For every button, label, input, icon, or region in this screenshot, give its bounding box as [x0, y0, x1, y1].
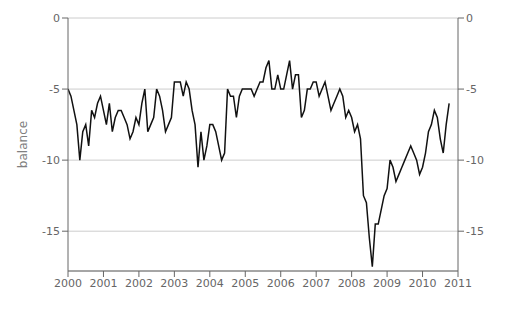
svg-text:2007: 2007	[302, 277, 330, 290]
svg-text:-10: -10	[42, 154, 60, 167]
svg-text:-15: -15	[466, 225, 484, 238]
svg-text:2009: 2009	[373, 277, 401, 290]
svg-text:0: 0	[53, 12, 60, 25]
svg-text:2002: 2002	[125, 277, 153, 290]
svg-text:-5: -5	[466, 83, 477, 96]
svg-text:2004: 2004	[196, 277, 224, 290]
svg-text:-5: -5	[49, 83, 60, 96]
svg-text:2003: 2003	[160, 277, 188, 290]
svg-text:2006: 2006	[267, 277, 295, 290]
svg-text:balance: balance	[16, 121, 30, 168]
svg-text:2001: 2001	[89, 277, 117, 290]
svg-text:-15: -15	[42, 225, 60, 238]
svg-text:2000: 2000	[54, 277, 82, 290]
svg-text:2010: 2010	[409, 277, 437, 290]
svg-text:2008: 2008	[338, 277, 366, 290]
svg-text:2005: 2005	[231, 277, 259, 290]
svg-text:0: 0	[466, 12, 473, 25]
svg-text:-10: -10	[466, 154, 484, 167]
svg-text:2011: 2011	[444, 277, 472, 290]
